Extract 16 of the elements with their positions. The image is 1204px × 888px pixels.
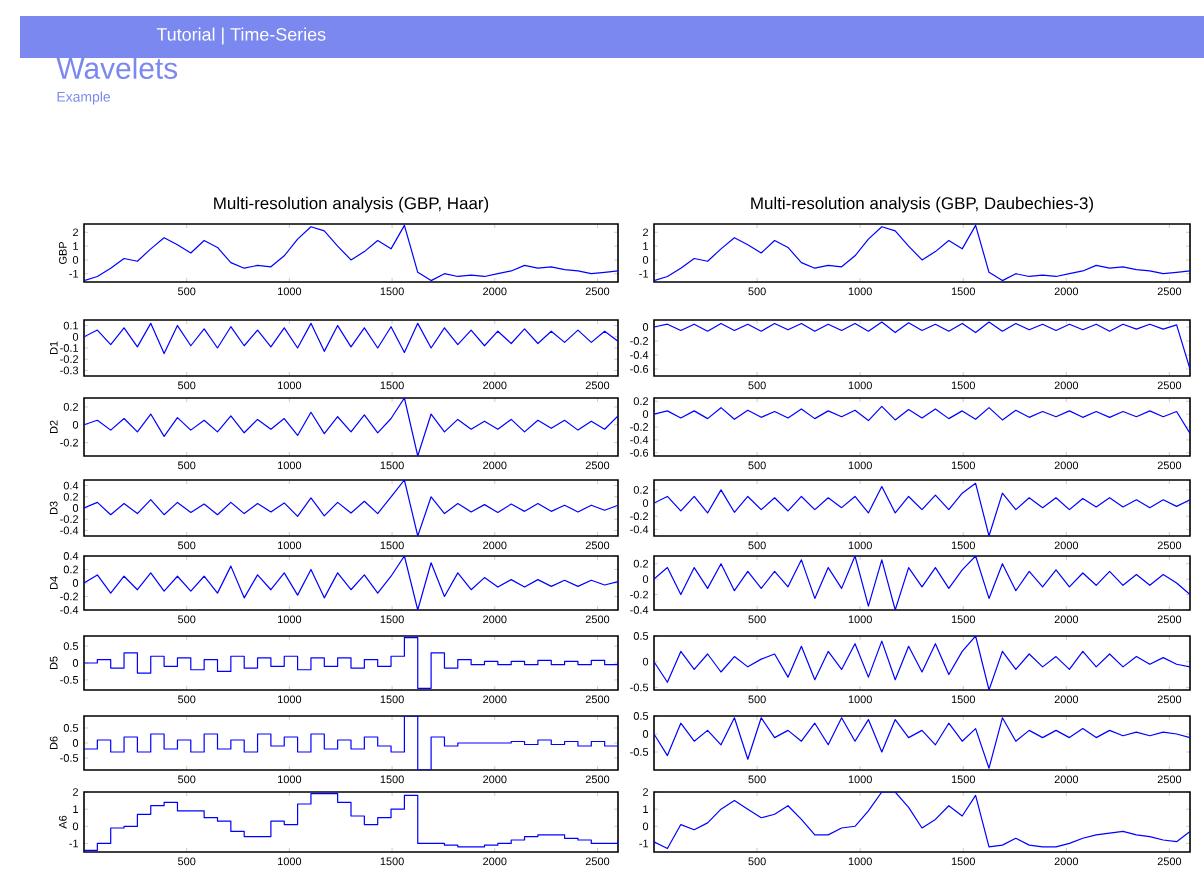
line-series (654, 224, 1191, 282)
line-series (654, 792, 1191, 850)
line-series (654, 405, 1191, 435)
chart-title: Multi-resolution analysis (GBP, Daubechies-3) (751, 196, 1093, 213)
text: Wavelets (56, 57, 178, 79)
line-series (84, 555, 618, 610)
line-series (654, 555, 1191, 610)
line-series (654, 482, 1191, 536)
line-series (654, 717, 1191, 769)
line-series (654, 321, 1191, 370)
line-series (84, 224, 618, 282)
line-series (84, 322, 618, 355)
chart-title: Multi-resolution analysis (GBP, Haar) (214, 196, 489, 213)
line-series (84, 397, 618, 456)
text: Tutorial | Time-Series (156, 27, 326, 45)
line-series (84, 479, 618, 536)
